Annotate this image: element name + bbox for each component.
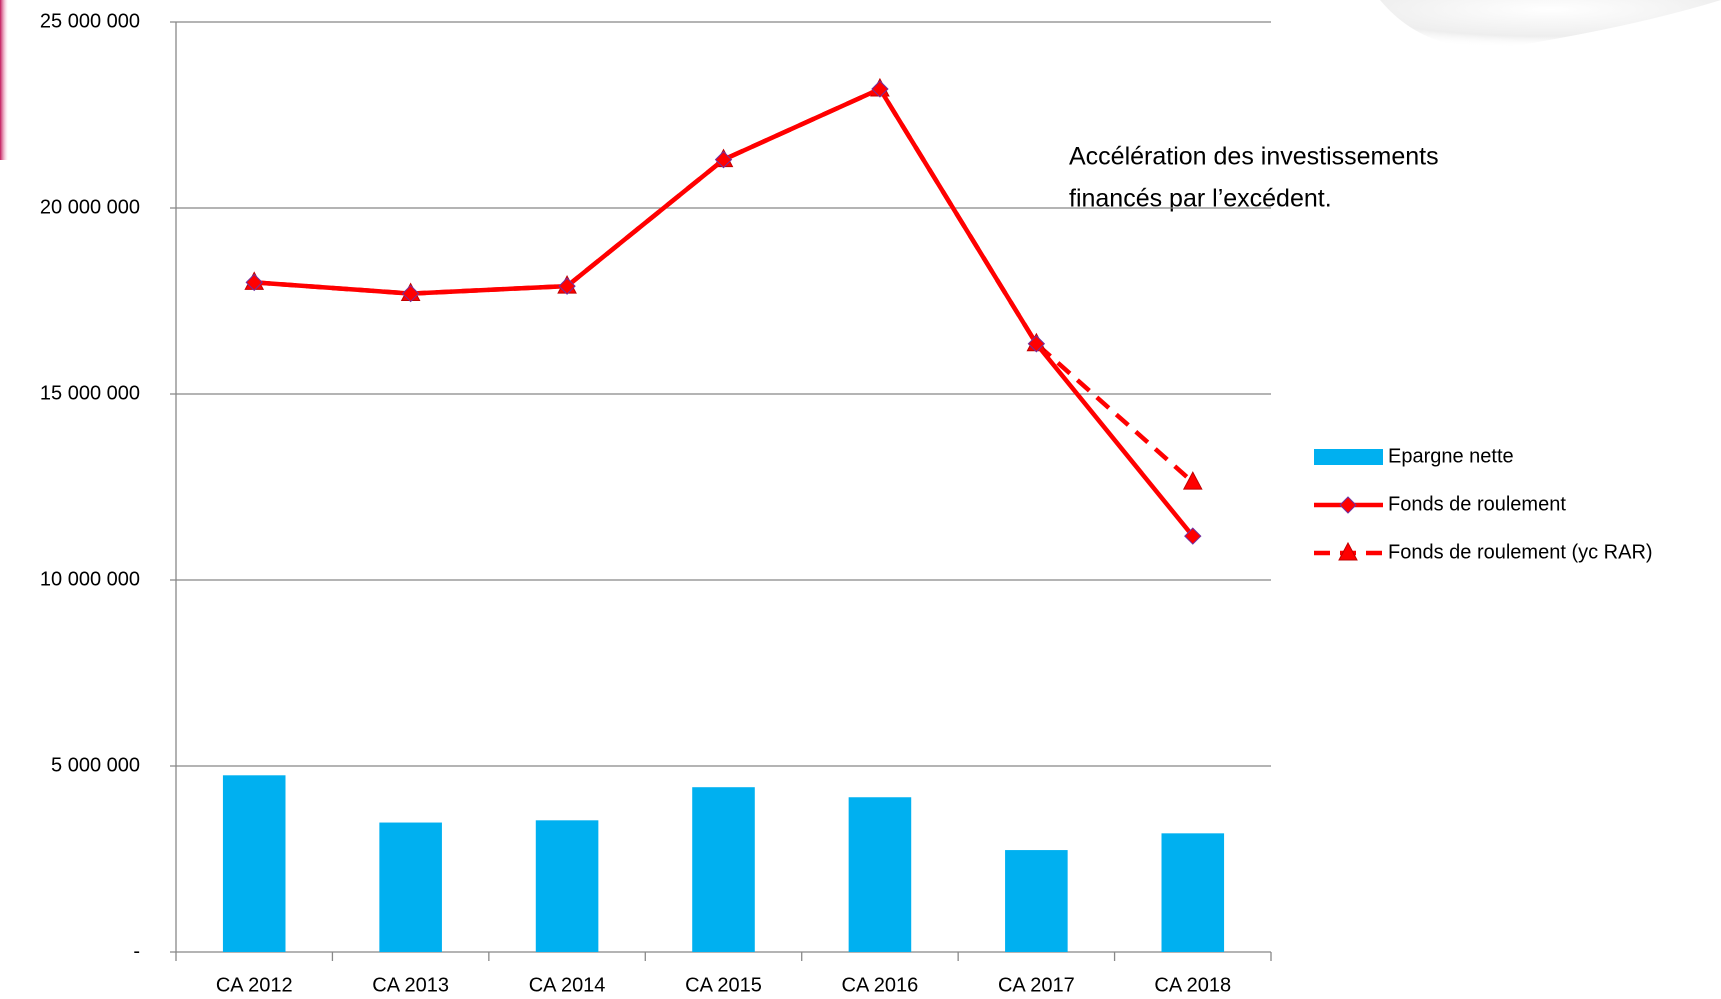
y-tick-label: 15 000 000 [40,382,140,404]
bar [848,797,912,952]
x-tick-label: CA 2014 [529,974,606,996]
marker-diamond [1027,335,1046,353]
annotation: Accélération des investissements [1069,143,1439,171]
marker-triangle [1182,471,1203,490]
bar [1005,850,1068,952]
x-tick-label: CA 2018 [1154,974,1231,996]
decor-shape [1380,0,1721,48]
bar [222,775,286,952]
x-tick-label: CA 2015 [685,974,762,996]
marker-triangle [1338,541,1358,561]
line [254,86,1195,484]
marker-diamond [245,273,263,292]
y-tick-label: 25 000 000 [40,10,140,32]
marker-diamond [714,150,733,169]
legend-swatch [1314,449,1383,465]
x-tick-label: CA 2013 [372,974,449,996]
y-tick-label: 20 000 000 [40,196,140,218]
marker-diamond [1339,496,1357,514]
bar [535,820,599,952]
marker-diamond [558,277,576,295]
y-tick-label: 5 000 000 [51,754,140,776]
marker-diamond [1184,527,1202,545]
x-tick-label: CA 2017 [998,974,1075,996]
marker-diamond [871,80,889,98]
legend-label: Fonds de roulement (yc RAR) [1388,541,1653,563]
legend-label: Fonds de roulement [1388,493,1566,515]
marker-diamond [401,284,420,303]
legend-label: Epargne nette [1388,445,1514,467]
bar [692,787,755,952]
y-tick-label: - [133,940,140,962]
bar [379,822,442,952]
y-tick-label: 10 000 000 [40,568,140,590]
decor-stripe [0,0,8,160]
x-tick-label: CA 2016 [842,974,919,996]
x-tick-label: CA 2012 [216,974,293,996]
bar [1161,833,1225,952]
